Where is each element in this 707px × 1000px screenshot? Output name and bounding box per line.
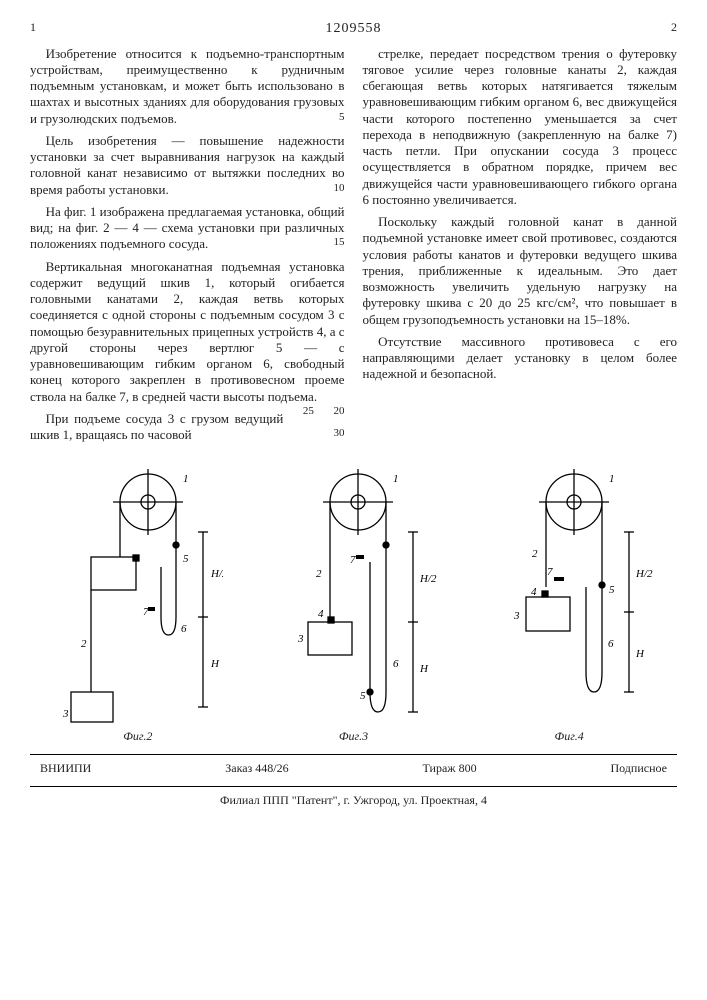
footer-org: ВНИИПИ — [40, 761, 91, 776]
footer-rule-2 — [30, 786, 677, 787]
footer-tirage: Тираж 800 — [423, 761, 477, 776]
svg-text:H: H — [419, 663, 429, 675]
line-num-15: 15 — [318, 236, 345, 250]
footer-branch: Филиал ППП "Патент", г. Ужгород, ул. Про… — [30, 793, 677, 808]
c1-p1: Изобретение относится к подъемно-транспо… — [30, 46, 345, 127]
line-num-30: 30 — [318, 427, 345, 441]
fig2-label-7: 7 — [143, 606, 149, 618]
fig2-label-6: 6 — [181, 623, 187, 635]
svg-text:1: 1 — [609, 473, 615, 485]
page-header: 1 1209558 2 — [30, 20, 677, 38]
footer: ВНИИПИ Заказ 448/26 Тираж 800 Подписное … — [30, 761, 677, 808]
svg-text:1: 1 — [393, 473, 399, 485]
c1-p4: Вертикальная многоканатная подъемная уст… — [30, 259, 345, 405]
footer-sub: Подписное — [610, 761, 667, 776]
svg-text:5: 5 — [609, 584, 615, 596]
figure-2: 1 7 5 6 2 3 H/2 H Фиг.2 — [53, 467, 223, 744]
svg-text:6: 6 — [608, 638, 614, 650]
line-num-5: 5 — [323, 111, 344, 125]
figures-row: 1 7 5 6 2 3 H/2 H Фиг.2 — [30, 467, 677, 744]
fig2-label-5: 5 — [183, 553, 189, 565]
svg-text:4: 4 — [531, 586, 537, 598]
svg-text:2: 2 — [532, 548, 538, 560]
patent-number: 1209558 — [326, 20, 382, 38]
svg-text:3: 3 — [297, 633, 304, 645]
fig4-caption: Фиг.4 — [484, 729, 654, 744]
c2-p3: Отсутствие массивного противовеса с его … — [363, 334, 678, 383]
fig3-caption: Фиг.3 — [268, 729, 438, 744]
column-2: стрелке, передает посредством трения о ф… — [363, 46, 678, 450]
svg-text:H/2: H/2 — [635, 568, 653, 580]
fig2-label-2: 2 — [81, 638, 87, 650]
svg-text:2: 2 — [316, 568, 322, 580]
footer-order: Заказ 448/26 — [225, 761, 288, 776]
svg-text:5: 5 — [360, 690, 366, 702]
svg-text:7: 7 — [350, 554, 356, 566]
figure-4: 1 2 7 4 3 5 6 H/2 H Фиг.4 — [484, 467, 654, 744]
c1-p3: На фиг. 1 изображена предлагаемая устано… — [30, 204, 345, 253]
fig2-label-3: 3 — [62, 708, 69, 720]
fig2-label-1: 1 — [183, 473, 189, 485]
line-num-10: 10 — [318, 182, 345, 196]
svg-text:4: 4 — [318, 608, 324, 620]
c2-p1: стрелке, передает посредством трения о ф… — [363, 46, 678, 209]
c1-p2: Цель изобретения — повышение надежности … — [30, 133, 345, 198]
fig2-h: H — [210, 658, 220, 670]
svg-text:6: 6 — [393, 658, 399, 670]
line-num-25: 25 — [287, 405, 314, 419]
page-right: 2 — [671, 20, 677, 38]
text-columns: Изобретение относится к подъемно-транспо… — [30, 46, 677, 450]
svg-text:H/2: H/2 — [419, 573, 437, 585]
figure-3: 1 2 7 3 4 6 5 H/2 H Фиг.3 — [268, 467, 438, 744]
svg-text:7: 7 — [547, 566, 553, 578]
c2-p2: Поскольку каждый головной канат в данной… — [363, 214, 678, 328]
line-num-20: 20 — [318, 405, 345, 419]
page-left: 1 — [30, 20, 36, 38]
fig2-caption: Фиг.2 — [53, 729, 223, 744]
footer-rule-1 — [30, 754, 677, 755]
svg-text:H: H — [635, 648, 645, 660]
svg-text:3: 3 — [513, 610, 520, 622]
fig2-h2: H/2 — [210, 568, 223, 580]
column-1: Изобретение относится к подъемно-транспо… — [30, 46, 345, 450]
